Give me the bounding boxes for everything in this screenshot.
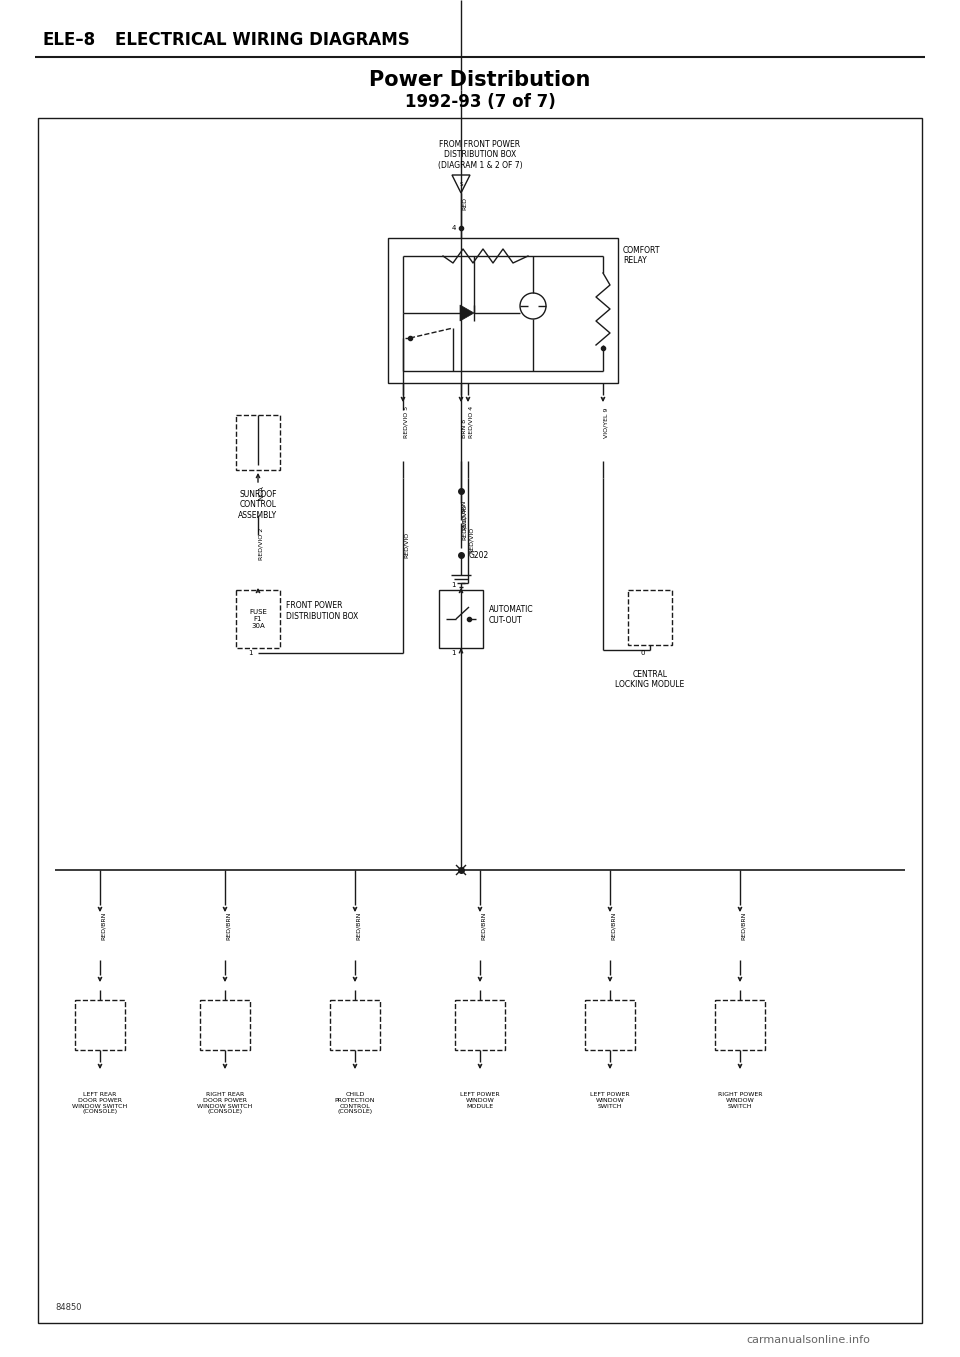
Text: RIGHT REAR
DOOR POWER
WINDOW SWITCH
(CONSOLE): RIGHT REAR DOOR POWER WINDOW SWITCH (CON… bbox=[198, 1092, 252, 1114]
Bar bbox=[715, 1000, 765, 1050]
Text: G202: G202 bbox=[469, 551, 490, 559]
Text: 1: 1 bbox=[451, 582, 456, 588]
Text: 1: 1 bbox=[249, 650, 253, 655]
Bar bbox=[455, 1000, 505, 1050]
Polygon shape bbox=[460, 305, 474, 322]
Bar bbox=[628, 590, 672, 645]
Text: BRN 8: BRN 8 bbox=[462, 419, 467, 438]
Bar bbox=[236, 590, 280, 649]
Text: CENTRAL
LOCKING MODULE: CENTRAL LOCKING MODULE bbox=[615, 670, 684, 689]
Text: RED/VIO 4: RED/VIO 4 bbox=[468, 406, 473, 438]
Text: RED/BRN: RED/BRN bbox=[355, 912, 361, 940]
Bar bbox=[388, 237, 618, 383]
Text: FROM FRONT POWER
DISTRIBUTION BOX
(DIAGRAM 1 & 2 OF 7): FROM FRONT POWER DISTRIBUTION BOX (DIAGR… bbox=[438, 140, 522, 170]
Text: Power Distribution: Power Distribution bbox=[370, 71, 590, 90]
Text: VIO/YEL 9: VIO/YEL 9 bbox=[604, 407, 609, 438]
Text: BRN: BRN bbox=[462, 499, 467, 513]
Text: S: S bbox=[459, 182, 463, 186]
Text: RED/VIO: RED/VIO bbox=[403, 532, 409, 558]
Text: CHILD
PROTECTION
CONTROL
(CONSOLE): CHILD PROTECTION CONTROL (CONSOLE) bbox=[335, 1092, 375, 1114]
Text: 1992-93 (7 of 7): 1992-93 (7 of 7) bbox=[404, 94, 556, 111]
Bar bbox=[439, 590, 483, 649]
Text: 1: 1 bbox=[451, 650, 456, 655]
Text: RED/BRN: RED/BRN bbox=[101, 912, 106, 940]
Text: RED/VIO: RED/VIO bbox=[468, 527, 473, 554]
Text: RED/BRN: RED/BRN bbox=[481, 912, 486, 940]
Text: RIGHT POWER
WINDOW
SWITCH: RIGHT POWER WINDOW SWITCH bbox=[718, 1092, 762, 1109]
Bar bbox=[330, 1000, 380, 1050]
Text: RED/VIO 2: RED/VIO 2 bbox=[258, 528, 263, 560]
Text: NCA: NCA bbox=[258, 486, 264, 499]
Text: RED/VIO 5: RED/VIO 5 bbox=[403, 406, 409, 438]
Bar bbox=[38, 118, 922, 1323]
Text: LEFT POWER
WINDOW
MODULE: LEFT POWER WINDOW MODULE bbox=[460, 1092, 500, 1109]
Text: RED/VIO: RED/VIO bbox=[462, 503, 467, 531]
Text: SUNROOF
CONTROL
ASSEMBLY: SUNROOF CONTROL ASSEMBLY bbox=[238, 490, 277, 520]
Text: carmanualsonline.info: carmanualsonline.info bbox=[746, 1335, 870, 1345]
Bar bbox=[585, 1000, 635, 1050]
Text: 84850: 84850 bbox=[55, 1304, 82, 1312]
Text: LEFT POWER
WINDOW
SWITCH: LEFT POWER WINDOW SWITCH bbox=[590, 1092, 630, 1109]
Text: FUSE
F1
30A: FUSE F1 30A bbox=[249, 609, 267, 630]
Text: RED/BRN: RED/BRN bbox=[611, 912, 615, 940]
Bar bbox=[200, 1000, 250, 1050]
Bar bbox=[75, 1000, 125, 1050]
Bar bbox=[236, 415, 280, 470]
Text: 4: 4 bbox=[451, 225, 456, 231]
Text: ELECTRICAL WIRING DIAGRAMS: ELECTRICAL WIRING DIAGRAMS bbox=[115, 31, 410, 49]
Text: RED: RED bbox=[463, 197, 468, 210]
Text: RED/VIO: RED/VIO bbox=[462, 514, 467, 540]
Text: RED/BRN: RED/BRN bbox=[226, 912, 230, 940]
Text: RED/BRN: RED/BRN bbox=[740, 912, 746, 940]
Text: FRONT POWER
DISTRIBUTION BOX: FRONT POWER DISTRIBUTION BOX bbox=[286, 601, 358, 620]
Text: ELE–8: ELE–8 bbox=[42, 31, 95, 49]
Text: COMFORT
RELAY: COMFORT RELAY bbox=[623, 246, 660, 266]
Text: LEFT REAR
DOOR POWER
WINDOW SWITCH
(CONSOLE): LEFT REAR DOOR POWER WINDOW SWITCH (CONS… bbox=[72, 1092, 128, 1114]
Text: AUTOMATIC
CUT-OUT: AUTOMATIC CUT-OUT bbox=[489, 605, 534, 624]
Text: 0: 0 bbox=[640, 650, 645, 655]
Polygon shape bbox=[452, 175, 470, 193]
